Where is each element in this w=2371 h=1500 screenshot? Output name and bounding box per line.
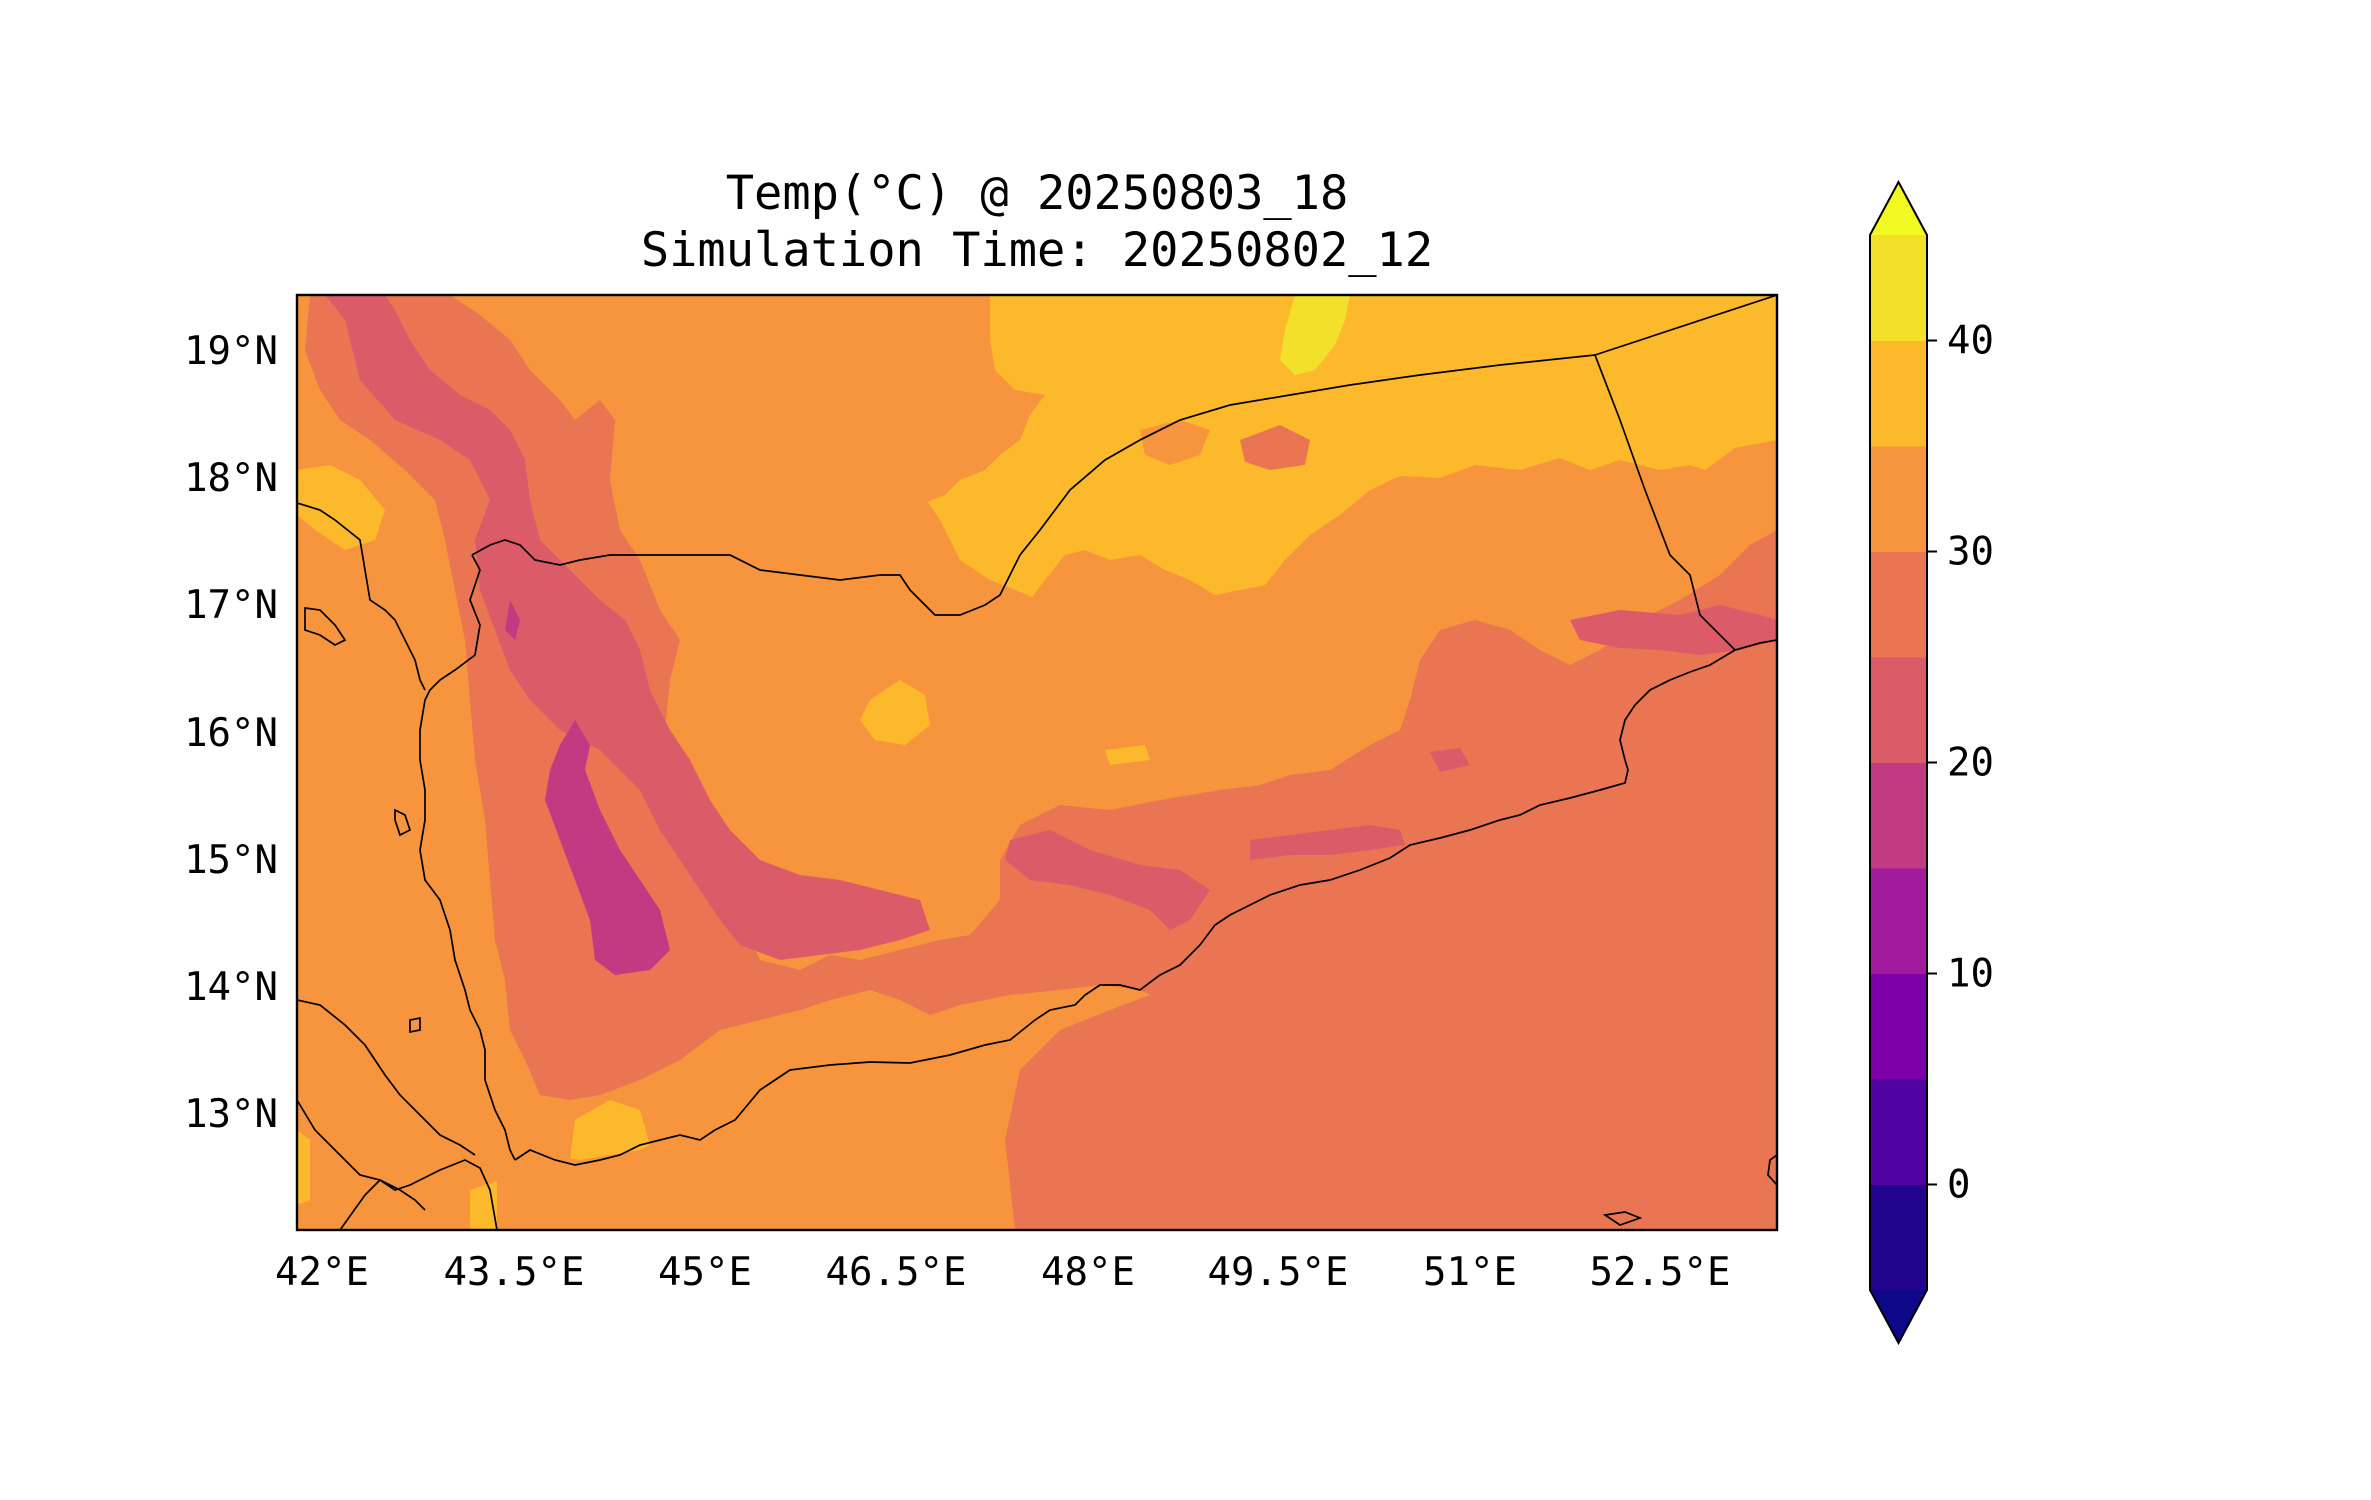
temp-band-20-25-east-2 <box>1430 748 1470 772</box>
lon-tick-43-5: 43.5°E <box>444 1250 585 1295</box>
colorbar-bin-40-45 <box>1870 235 1927 341</box>
lat-tick-16: 16°N <box>184 711 278 756</box>
temp-band-35-40-nw-coast <box>297 465 385 550</box>
colorbar-bin-10-15 <box>1870 868 1927 974</box>
map-panel <box>297 295 1777 1230</box>
lon-tick-42: 42°E <box>275 1250 369 1295</box>
temp-band-20-25-central-2 <box>1250 825 1405 860</box>
temp-band-30-35-interior <box>680 470 1430 905</box>
colorbar-tick-label-40: 40 <box>1947 319 1994 364</box>
temp-band-30-35-south-coast <box>497 995 1080 1230</box>
colorbar-bin-35-40 <box>1870 340 1927 447</box>
temp-band-35-40-w <box>297 1130 310 1205</box>
colorbar-tick-label-0: 0 <box>1947 1163 1970 1208</box>
coastline-djibouti <box>297 1099 426 1211</box>
colorbar-tick-label-20: 20 <box>1947 741 1994 786</box>
colorbar-bin--5-0 <box>1870 1184 1927 1291</box>
colorbar-over-triangle <box>1870 182 1927 235</box>
lat-axis-labels: 19°N 18°N 17°N 16°N 15°N 14°N 13°N <box>184 329 278 1137</box>
colorbar-bin-0-5 <box>1870 1079 1927 1185</box>
map-title: Temp(°C) @ 20250803_18 <box>725 166 1349 221</box>
temp-band-20-25-west <box>325 295 930 960</box>
lat-tick-14: 14°N <box>184 965 278 1010</box>
coastline-yemen-south <box>514 639 1777 1166</box>
lon-tick-48: 48°E <box>1041 1250 1135 1295</box>
border-saudi-oman <box>1594 295 1777 356</box>
colorbar-tick-label-30: 30 <box>1947 530 1994 575</box>
coastline-island-2 <box>394 808 412 837</box>
temp-band-25-30-west <box>305 295 1777 1230</box>
colorbar: 0 10 20 30 40 <box>1869 179 1994 1346</box>
border-yemen-oman <box>1594 354 1736 651</box>
lat-tick-13: 13°N <box>184 1092 278 1137</box>
temp-band-15-20 <box>545 720 670 975</box>
colorbar-tick-label-10: 10 <box>1947 952 1994 997</box>
temp-band-20-25-central <box>1005 830 1210 930</box>
coastline-socotra-edge <box>1767 1153 1777 1187</box>
lat-tick-17: 17°N <box>184 583 278 628</box>
lat-tick-19: 19°N <box>184 329 278 374</box>
colorbar-bin-20-25 <box>1870 657 1927 763</box>
colorbar-under-triangle <box>1870 1290 1927 1343</box>
lon-tick-51: 51°E <box>1423 1250 1517 1295</box>
lon-tick-52-5: 52.5°E <box>1590 1250 1731 1295</box>
coastline-saudi-red-sea <box>297 502 426 691</box>
map-frame <box>295 293 1779 1232</box>
lon-tick-46-5: 46.5°E <box>826 1250 967 1295</box>
temp-band-over-40 <box>1280 295 1350 375</box>
temp-band-35-40-interior-a <box>860 680 930 745</box>
lon-axis-labels: 42°E 43.5°E 45°E 46.5°E 48°E 49.5°E 51°E… <box>275 1250 1730 1295</box>
temp-band-35-40-interior-b <box>1105 745 1150 765</box>
colorbar-bin-5-10 <box>1870 973 1927 1080</box>
colorbar-outline <box>1869 179 1928 1346</box>
coastline-yemen-west <box>419 554 516 1161</box>
temp-band-15-20-b <box>505 600 520 640</box>
coastline-island-1 <box>304 607 347 646</box>
lat-tick-15: 15°N <box>184 838 278 883</box>
lon-tick-49-5: 49.5°E <box>1208 1250 1349 1295</box>
coastline-somalia-gulf <box>339 1159 498 1230</box>
coastline-island-3 <box>409 1016 421 1034</box>
lon-tick-45: 45°E <box>658 1250 752 1295</box>
colorbar-bin-30-35 <box>1870 446 1927 552</box>
temp-band-35-40-north <box>840 295 1777 605</box>
coastline-eritrea <box>297 999 476 1156</box>
colorbar-bin-25-30 <box>1870 551 1927 658</box>
lat-tick-18: 18°N <box>184 456 278 501</box>
border-yemen-saudi <box>471 354 1596 616</box>
colorbar-bin-15-20 <box>1870 762 1927 869</box>
map-subtitle: Simulation Time: 20250802_12 <box>640 223 1434 278</box>
temp-band-25-30-north-patch <box>1240 425 1310 470</box>
temp-band-20-25-east <box>1570 605 1777 655</box>
coastline-socotra-islet <box>1602 1211 1643 1226</box>
coastlines <box>297 295 1777 1230</box>
